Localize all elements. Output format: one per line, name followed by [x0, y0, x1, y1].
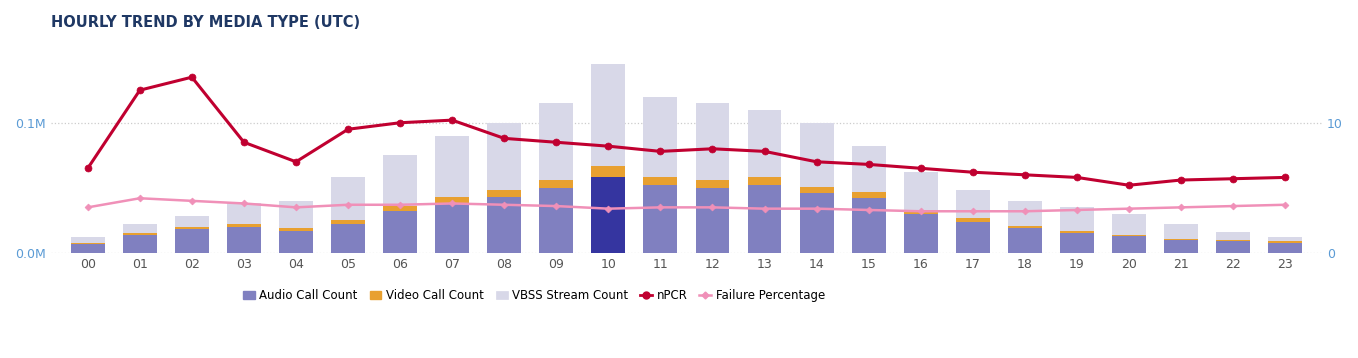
Bar: [904, 210, 937, 214]
Bar: [1008, 201, 1042, 253]
Bar: [592, 64, 625, 253]
Bar: [278, 201, 312, 253]
Bar: [800, 123, 834, 253]
Bar: [175, 229, 209, 253]
Bar: [1217, 232, 1249, 253]
Bar: [383, 211, 417, 253]
Bar: [1217, 240, 1249, 241]
Bar: [695, 188, 729, 253]
Bar: [644, 97, 678, 253]
Bar: [1164, 224, 1198, 253]
Bar: [436, 203, 469, 253]
Bar: [1112, 235, 1146, 236]
Bar: [539, 180, 573, 188]
Bar: [1112, 236, 1146, 253]
Bar: [488, 123, 521, 253]
Bar: [122, 224, 156, 253]
Bar: [748, 185, 781, 253]
Bar: [1217, 241, 1249, 253]
Bar: [1112, 214, 1146, 253]
Bar: [71, 244, 105, 253]
Bar: [956, 190, 990, 253]
Bar: [488, 190, 521, 197]
Bar: [1164, 239, 1198, 240]
Bar: [383, 206, 417, 211]
Bar: [488, 197, 521, 253]
Bar: [278, 228, 312, 231]
Bar: [436, 136, 469, 253]
Legend: Audio Call Count, Video Call Count, VBSS Stream Count, nPCR, Failure Percentage: Audio Call Count, Video Call Count, VBSS…: [238, 285, 830, 307]
Bar: [851, 146, 885, 253]
Bar: [1061, 207, 1093, 253]
Bar: [1061, 231, 1093, 233]
Bar: [904, 172, 937, 253]
Bar: [122, 233, 156, 235]
Bar: [227, 227, 261, 253]
Bar: [592, 166, 625, 178]
Bar: [956, 218, 990, 222]
Bar: [644, 178, 678, 185]
Text: HOURLY TREND BY MEDIA TYPE (UTC): HOURLY TREND BY MEDIA TYPE (UTC): [52, 15, 360, 30]
Bar: [175, 217, 209, 253]
Bar: [1268, 242, 1302, 253]
Bar: [851, 192, 885, 198]
Bar: [436, 197, 469, 203]
Bar: [278, 231, 312, 253]
Bar: [1164, 240, 1198, 253]
Bar: [331, 224, 365, 253]
Bar: [227, 203, 261, 253]
Bar: [227, 224, 261, 227]
Bar: [748, 178, 781, 185]
Bar: [1008, 226, 1042, 228]
Bar: [1268, 237, 1302, 253]
Bar: [122, 235, 156, 253]
Bar: [1268, 241, 1302, 242]
Bar: [644, 185, 678, 253]
Bar: [331, 178, 365, 253]
Bar: [1008, 228, 1042, 253]
Bar: [331, 221, 365, 224]
Bar: [71, 237, 105, 253]
Bar: [851, 198, 885, 253]
Bar: [539, 103, 573, 253]
Bar: [695, 103, 729, 253]
Bar: [748, 110, 781, 253]
Bar: [175, 227, 209, 229]
Bar: [71, 242, 105, 244]
Bar: [956, 222, 990, 253]
Bar: [904, 214, 937, 253]
Bar: [1061, 233, 1093, 253]
Bar: [592, 178, 625, 253]
Bar: [383, 155, 417, 253]
Bar: [695, 180, 729, 188]
Bar: [539, 188, 573, 253]
Bar: [800, 187, 834, 193]
Bar: [800, 193, 834, 253]
